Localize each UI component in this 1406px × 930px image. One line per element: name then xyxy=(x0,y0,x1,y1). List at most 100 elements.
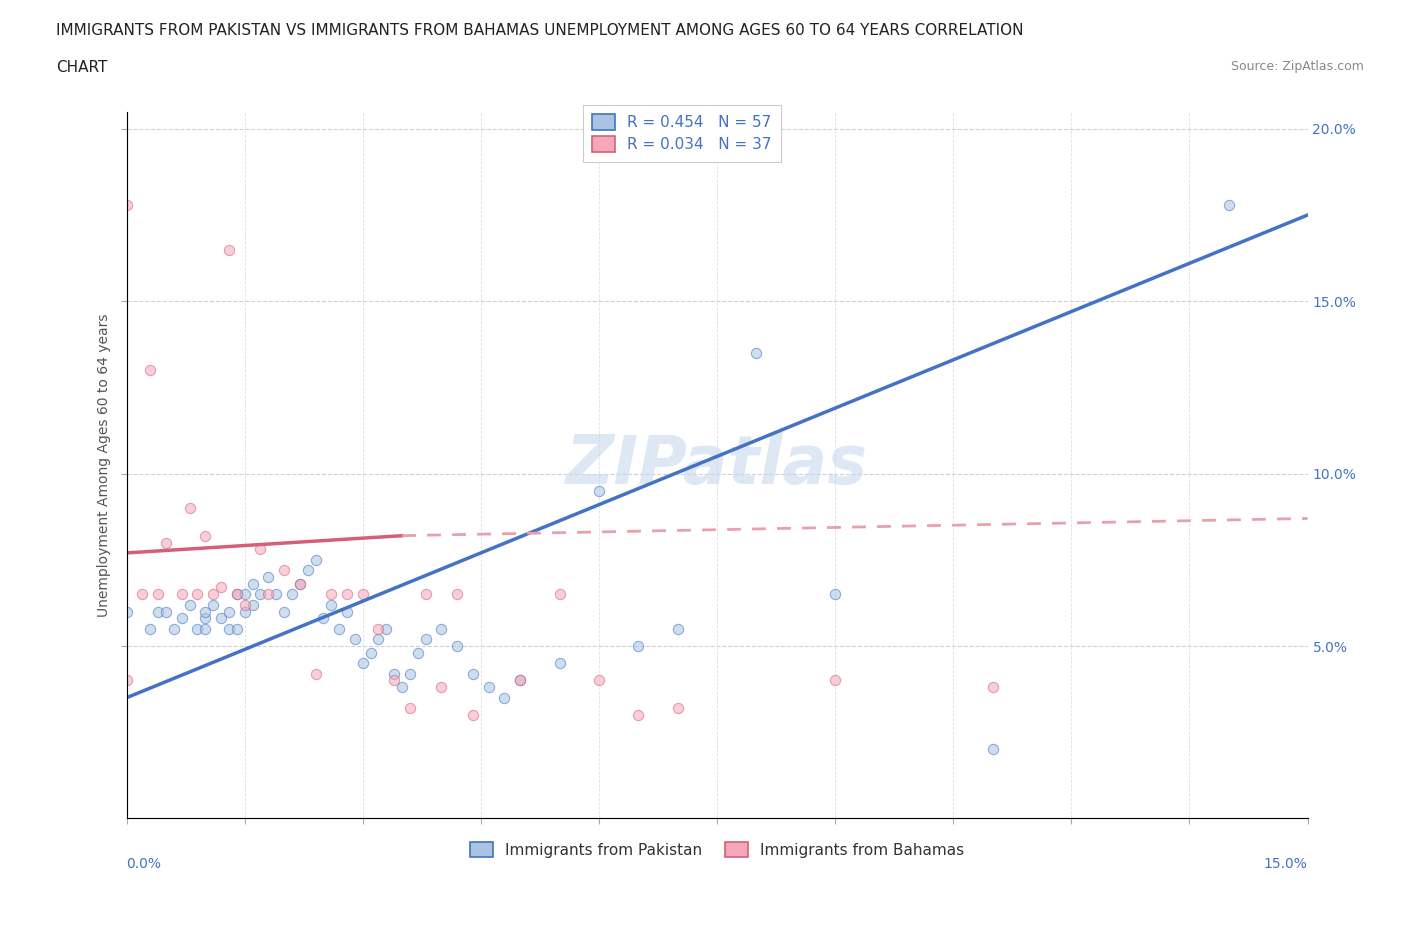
Point xyxy=(627,708,650,723)
Text: 15.0%: 15.0% xyxy=(1264,857,1308,871)
Point xyxy=(257,587,280,602)
Point xyxy=(209,611,232,626)
Point xyxy=(146,587,169,602)
Point xyxy=(367,631,389,646)
Text: 0.0%: 0.0% xyxy=(127,857,162,871)
Text: Source: ZipAtlas.com: Source: ZipAtlas.com xyxy=(1230,60,1364,73)
Point xyxy=(194,621,217,636)
Point xyxy=(494,690,516,705)
Point xyxy=(745,346,768,361)
Point xyxy=(391,680,413,695)
Point xyxy=(115,604,138,619)
Point xyxy=(179,500,201,515)
Point xyxy=(202,587,225,602)
Point xyxy=(304,552,326,567)
Point xyxy=(194,528,217,543)
Point xyxy=(194,611,217,626)
Point xyxy=(139,363,162,378)
Point xyxy=(336,587,359,602)
Point xyxy=(336,604,359,619)
Point xyxy=(242,597,264,612)
Point xyxy=(186,587,208,602)
Point xyxy=(273,604,295,619)
Point xyxy=(446,639,468,654)
Point xyxy=(321,587,343,602)
Point xyxy=(264,587,287,602)
Point xyxy=(257,569,280,584)
Point xyxy=(415,587,437,602)
Point xyxy=(273,563,295,578)
Point xyxy=(155,604,177,619)
Legend: Immigrants from Pakistan, Immigrants from Bahamas: Immigrants from Pakistan, Immigrants fro… xyxy=(464,835,970,864)
Point xyxy=(666,700,689,715)
Point xyxy=(288,577,311,591)
Point xyxy=(360,645,382,660)
Point xyxy=(824,673,846,688)
Point xyxy=(824,587,846,602)
Point xyxy=(430,680,453,695)
Point xyxy=(163,621,186,636)
Text: IMMIGRANTS FROM PAKISTAN VS IMMIGRANTS FROM BAHAMAS UNEMPLOYMENT AMONG AGES 60 T: IMMIGRANTS FROM PAKISTAN VS IMMIGRANTS F… xyxy=(56,23,1024,38)
Point xyxy=(202,597,225,612)
Point xyxy=(249,587,271,602)
Point xyxy=(627,639,650,654)
Point xyxy=(343,631,366,646)
Point xyxy=(382,666,405,681)
Point xyxy=(399,666,422,681)
Point xyxy=(281,587,304,602)
Point xyxy=(548,587,571,602)
Point xyxy=(406,645,429,660)
Point xyxy=(666,621,689,636)
Point xyxy=(415,631,437,646)
Point xyxy=(304,666,326,681)
Point xyxy=(288,577,311,591)
Y-axis label: Unemployment Among Ages 60 to 64 years: Unemployment Among Ages 60 to 64 years xyxy=(97,313,111,617)
Text: CHART: CHART xyxy=(56,60,108,75)
Point xyxy=(155,535,177,550)
Point xyxy=(430,621,453,636)
Point xyxy=(115,197,138,212)
Point xyxy=(981,680,1004,695)
Point xyxy=(1218,197,1240,212)
Point xyxy=(352,656,374,671)
Point xyxy=(312,611,335,626)
Point xyxy=(131,587,153,602)
Point xyxy=(367,621,389,636)
Point xyxy=(218,621,240,636)
Point xyxy=(233,604,256,619)
Text: ZIPatlas: ZIPatlas xyxy=(567,432,868,498)
Point xyxy=(981,742,1004,757)
Point xyxy=(588,484,610,498)
Point xyxy=(461,666,484,681)
Point xyxy=(461,708,484,723)
Point xyxy=(170,587,193,602)
Point xyxy=(509,673,531,688)
Point xyxy=(446,587,468,602)
Point xyxy=(328,621,350,636)
Point xyxy=(225,587,247,602)
Point xyxy=(233,587,256,602)
Point xyxy=(115,673,138,688)
Point xyxy=(588,673,610,688)
Point xyxy=(179,597,201,612)
Point xyxy=(399,700,422,715)
Point xyxy=(194,604,217,619)
Point xyxy=(321,597,343,612)
Point xyxy=(509,673,531,688)
Point xyxy=(478,680,501,695)
Point xyxy=(233,597,256,612)
Point xyxy=(375,621,398,636)
Point xyxy=(218,604,240,619)
Point xyxy=(352,587,374,602)
Point xyxy=(209,580,232,595)
Point xyxy=(225,587,247,602)
Point xyxy=(249,542,271,557)
Point xyxy=(548,656,571,671)
Point xyxy=(242,577,264,591)
Point xyxy=(218,242,240,257)
Point xyxy=(146,604,169,619)
Point xyxy=(139,621,162,636)
Point xyxy=(297,563,319,578)
Point xyxy=(186,621,208,636)
Point xyxy=(382,673,405,688)
